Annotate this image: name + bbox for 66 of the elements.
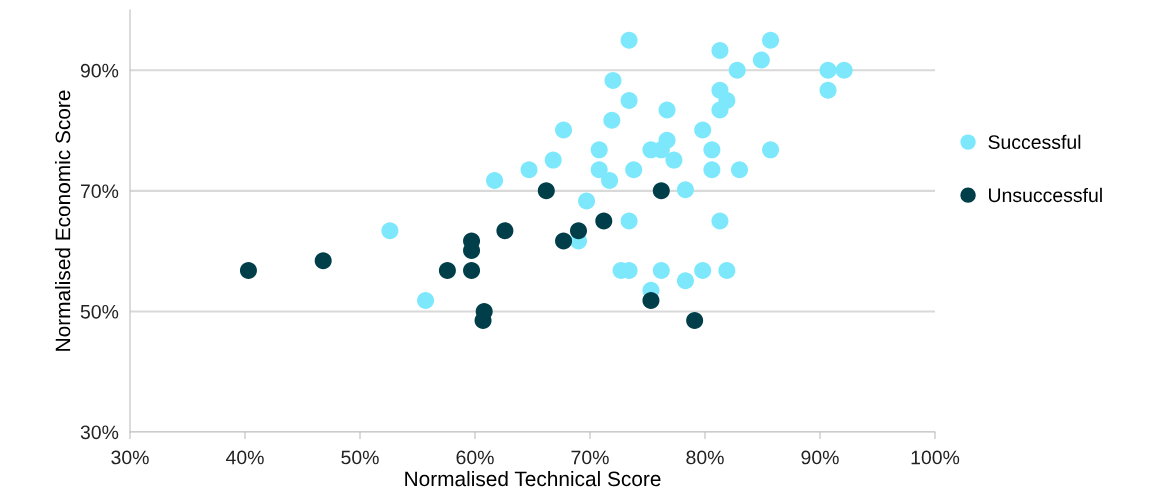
point	[642, 292, 660, 310]
point	[595, 212, 613, 230]
point	[578, 192, 596, 210]
point	[819, 61, 837, 79]
point	[718, 261, 736, 279]
y-tick-label: 90%	[80, 63, 119, 78]
x-tick-label: 30%	[111, 450, 149, 465]
point	[676, 181, 694, 199]
x-tick-label: 60%	[456, 450, 494, 465]
legend-label: Successful	[988, 134, 1081, 150]
point	[835, 61, 853, 79]
point	[711, 101, 729, 119]
point	[537, 182, 555, 200]
point	[496, 222, 514, 240]
x-tick-label: 80%	[686, 450, 724, 465]
x-tick-label: 70%	[571, 450, 609, 465]
point	[703, 161, 721, 179]
point	[658, 131, 676, 149]
legend-label: Unsuccessful	[989, 187, 1102, 203]
point	[686, 311, 704, 329]
y-axis-title: Normalised Economic Score	[55, 90, 71, 351]
point	[569, 222, 588, 240]
y-tick-label: 30%	[80, 425, 119, 440]
x-tick-label: 40%	[225, 450, 264, 465]
point	[703, 141, 721, 159]
x-axis-title: Normalised Technical Score	[405, 470, 661, 487]
point	[676, 272, 694, 290]
point	[603, 111, 621, 129]
point	[417, 292, 435, 310]
x-tick-label: 50%	[341, 450, 379, 465]
point	[620, 31, 638, 49]
point	[762, 141, 780, 159]
x-tick-label: 100%	[911, 450, 960, 465]
y-tick-label: 50%	[80, 304, 119, 319]
point	[819, 81, 837, 99]
point	[463, 261, 481, 279]
point	[555, 232, 573, 250]
point	[544, 151, 562, 169]
x-tick-label: 90%	[801, 450, 839, 465]
point	[652, 182, 670, 200]
point	[652, 261, 670, 279]
point	[590, 141, 608, 159]
point	[438, 261, 456, 279]
point	[620, 91, 638, 109]
y-tick-label: 70%	[80, 184, 119, 199]
point	[314, 252, 332, 270]
point	[625, 161, 643, 179]
point	[752, 51, 770, 69]
point	[620, 212, 638, 230]
point	[665, 151, 683, 169]
point	[762, 31, 780, 49]
point	[694, 261, 712, 279]
point	[486, 172, 504, 190]
point	[381, 222, 399, 240]
point	[658, 101, 676, 119]
point	[730, 161, 749, 179]
point	[711, 41, 729, 59]
point	[601, 172, 619, 190]
point	[728, 61, 746, 79]
point	[239, 261, 257, 279]
point	[694, 121, 712, 139]
point	[711, 212, 729, 230]
point	[555, 121, 573, 139]
point	[604, 72, 622, 90]
point	[520, 161, 538, 179]
point	[590, 161, 608, 179]
